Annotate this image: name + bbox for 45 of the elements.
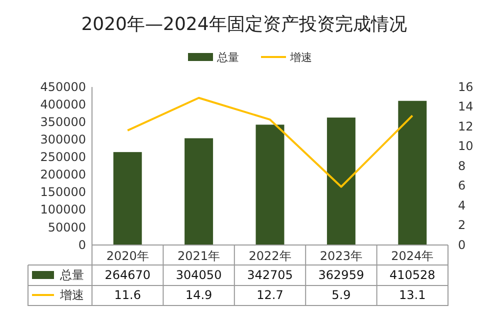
y-tick-label: 300000 xyxy=(40,132,86,147)
legend-label: 增速 xyxy=(289,51,312,64)
y2-tick-label: 8 xyxy=(458,158,466,173)
y-tick-label: 200000 xyxy=(40,168,86,182)
bar xyxy=(256,124,284,245)
y-tick-label: 0 xyxy=(78,238,86,252)
y2-tick-label: 10 xyxy=(458,139,474,154)
y-tick-label: 350000 xyxy=(40,114,86,129)
x-tick-label: 2024年 xyxy=(391,249,434,263)
y2-tick-label: 12 xyxy=(458,119,474,134)
data-label: 362959 xyxy=(318,268,364,282)
legend-label: 总量 xyxy=(216,51,239,64)
bar xyxy=(326,118,356,245)
data-label: 12.7 xyxy=(256,288,284,302)
y-tick-label: 100000 xyxy=(40,202,86,217)
x-tick-label: 2021年 xyxy=(178,249,220,263)
y-tick-label: 50000 xyxy=(48,220,86,234)
x-tick-label: 2020年 xyxy=(106,249,149,263)
y2-tick-label: 14 xyxy=(458,100,474,114)
data-label: 264670 xyxy=(104,268,151,282)
text: 总量 xyxy=(60,268,84,282)
data-label: 5.9 xyxy=(332,288,351,302)
y-tick-label: 400000 xyxy=(40,97,86,112)
data-label: 410528 xyxy=(389,268,436,282)
y-tick-label: 450000 xyxy=(40,80,86,94)
y2-tick-label: 0 xyxy=(458,238,466,252)
data-label: 11.6 xyxy=(114,288,141,302)
x-tick-label: 2023年 xyxy=(320,249,362,263)
y-tick-label: 150000 xyxy=(40,185,86,200)
data-label: 304050 xyxy=(176,268,222,282)
bar xyxy=(398,100,427,245)
y2-tick-label: 16 xyxy=(458,80,474,94)
y2-tick-label: 6 xyxy=(458,178,466,193)
line-series xyxy=(126,96,414,188)
x-tick-label: 2022年 xyxy=(248,249,292,263)
data-label: 342705 xyxy=(247,268,293,282)
bar xyxy=(184,138,214,245)
y2-tick-label: 4 xyxy=(458,198,466,212)
y-tick-label: 250000 xyxy=(40,150,86,164)
data-label: 14.9 xyxy=(185,288,212,302)
chart-title: 2020年—2024年固定资产投资完成情况 xyxy=(81,14,407,35)
bar xyxy=(113,152,142,245)
y2-tick-label: 2 xyxy=(458,218,466,232)
text: 增速 xyxy=(60,288,84,302)
data-label: 13.1 xyxy=(399,288,426,302)
